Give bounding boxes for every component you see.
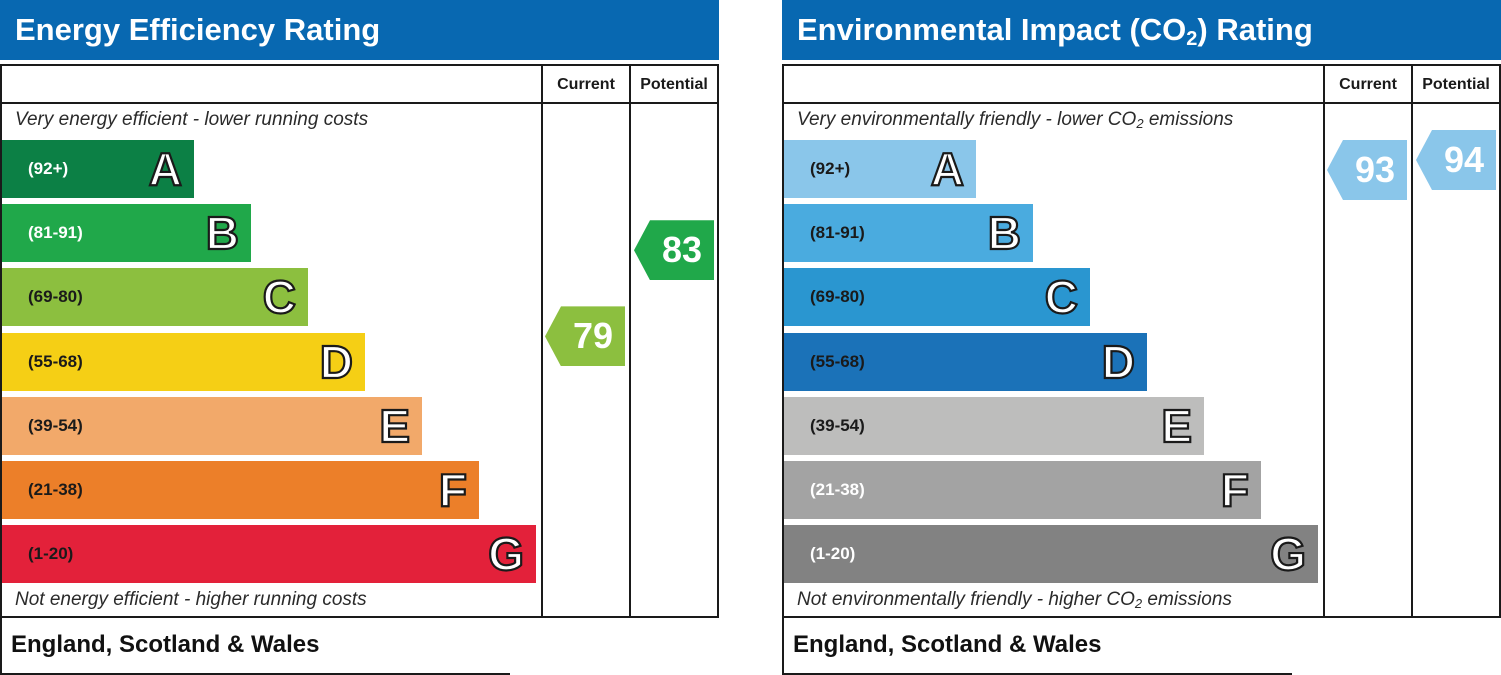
band-range-label: (55-68): [810, 351, 865, 371]
band-a: (92+) A: [784, 140, 976, 198]
current-rating-value: 79: [572, 315, 614, 357]
band-g: (1-20) G: [784, 525, 1318, 584]
footer-left-border: [0, 618, 2, 675]
environmental-impact-chart-box: Current Potential Very environmentally f…: [782, 64, 1501, 618]
current-rating-value: 93: [1354, 149, 1396, 190]
potential-rating-arrow: 83: [634, 220, 714, 281]
energy-efficiency-chart-box: Current Potential Very energy efficient …: [0, 64, 719, 618]
band-range-label: (39-54): [810, 415, 865, 435]
band-b: (81-91) B: [784, 204, 1033, 263]
header-row-divider: [2, 102, 717, 104]
band-f: (21-38) F: [784, 461, 1261, 519]
environmental-impact-panel: Environmental Impact (CO2) Rating Curren…: [782, 0, 1501, 675]
band-range-label: (21-38): [28, 480, 83, 499]
current-column-divider: [1323, 66, 1325, 616]
band-range-label: (92+): [810, 159, 851, 178]
energy-efficiency-panel: Energy Efficiency Rating Current Potenti…: [0, 0, 719, 675]
band-letter: E: [1160, 399, 1193, 453]
bottom-note: Not environmentally friendly - higher CO…: [797, 589, 1232, 611]
band-letter: G: [487, 527, 525, 581]
potential-column-header: Potential: [640, 76, 708, 93]
note-part: emissions: [1143, 109, 1234, 130]
current-column-divider: [541, 66, 543, 616]
band-d: (55-68) D: [2, 332, 365, 391]
band-letter: C: [262, 270, 297, 324]
band-range-label: (21-38): [810, 480, 865, 499]
title-part: Environmental Impact (CO: [797, 12, 1187, 47]
band-letter: E: [378, 399, 411, 453]
band-letter: B: [205, 206, 240, 260]
band-letter: F: [1220, 463, 1250, 517]
potential-rating-value: 83: [661, 229, 703, 271]
energy-efficiency-title: Energy Efficiency Rating: [0, 0, 719, 60]
region-footer: England, Scotland & Wales: [11, 631, 320, 658]
note-subscript: 2: [1134, 596, 1143, 611]
band-letter: A: [148, 142, 183, 196]
band-range-label: (1-20): [28, 544, 74, 564]
title-part: ) Rating: [1197, 12, 1313, 47]
potential-column-header: Potential: [1422, 76, 1490, 93]
band-e: (39-54) E: [2, 396, 422, 455]
title-subscript: 2: [1186, 28, 1198, 50]
footer-left-border: [782, 618, 784, 675]
footer-bottom-border: [782, 673, 1292, 675]
band-c: (69-80) C: [2, 268, 308, 327]
potential-rating-value: 94: [1443, 139, 1485, 180]
note-part: emissions: [1142, 589, 1232, 610]
band-e: (39-54) E: [784, 396, 1204, 455]
band-range-label: (69-80): [810, 287, 865, 307]
band-range-label: (92+): [28, 159, 69, 178]
current-column-header: Current: [557, 76, 615, 93]
footer-bottom-border: [0, 673, 510, 675]
note-part: Not environmentally friendly - higher CO: [797, 589, 1135, 610]
environmental-impact-title: Environmental Impact (CO2) Rating: [782, 0, 1501, 60]
potential-rating-arrow: 94: [1416, 130, 1496, 190]
potential-column-divider: [629, 66, 631, 616]
header-row-divider: [784, 102, 1499, 104]
band-letter: F: [438, 463, 468, 517]
band-f: (21-38) F: [2, 461, 479, 519]
band-range-label: (1-20): [810, 544, 856, 564]
current-rating-arrow: 93: [1327, 140, 1407, 200]
current-column-header: Current: [1339, 76, 1397, 93]
band-range-label: (81-91): [810, 223, 865, 243]
region-footer: England, Scotland & Wales: [793, 631, 1102, 658]
top-note: Very energy efficient - lower running co…: [15, 109, 369, 130]
current-rating-arrow: 79: [545, 306, 625, 367]
bottom-note: Not energy efficient - higher running co…: [15, 589, 367, 610]
band-b: (81-91) B: [2, 204, 251, 263]
band-letter: B: [987, 206, 1022, 260]
band-letter: C: [1044, 270, 1079, 324]
band-range-label: (81-91): [28, 223, 83, 243]
band-letter: D: [1101, 334, 1136, 388]
band-letter: G: [1269, 527, 1307, 581]
band-range-label: (55-68): [28, 351, 83, 371]
potential-column-divider: [1411, 66, 1413, 616]
band-c: (69-80) C: [784, 268, 1090, 327]
band-g: (1-20) G: [2, 525, 536, 584]
band-d: (55-68) D: [784, 332, 1147, 391]
band-letter: A: [930, 142, 965, 196]
note-part: Very environmentally friendly - lower CO: [797, 109, 1137, 130]
band-range-label: (69-80): [28, 287, 83, 307]
band-range-label: (39-54): [28, 415, 83, 435]
band-a: (92+) A: [2, 140, 194, 198]
note-subscript: 2: [1136, 116, 1144, 131]
band-letter: D: [319, 334, 354, 388]
top-note: Very environmentally friendly - lower CO…: [797, 109, 1233, 131]
